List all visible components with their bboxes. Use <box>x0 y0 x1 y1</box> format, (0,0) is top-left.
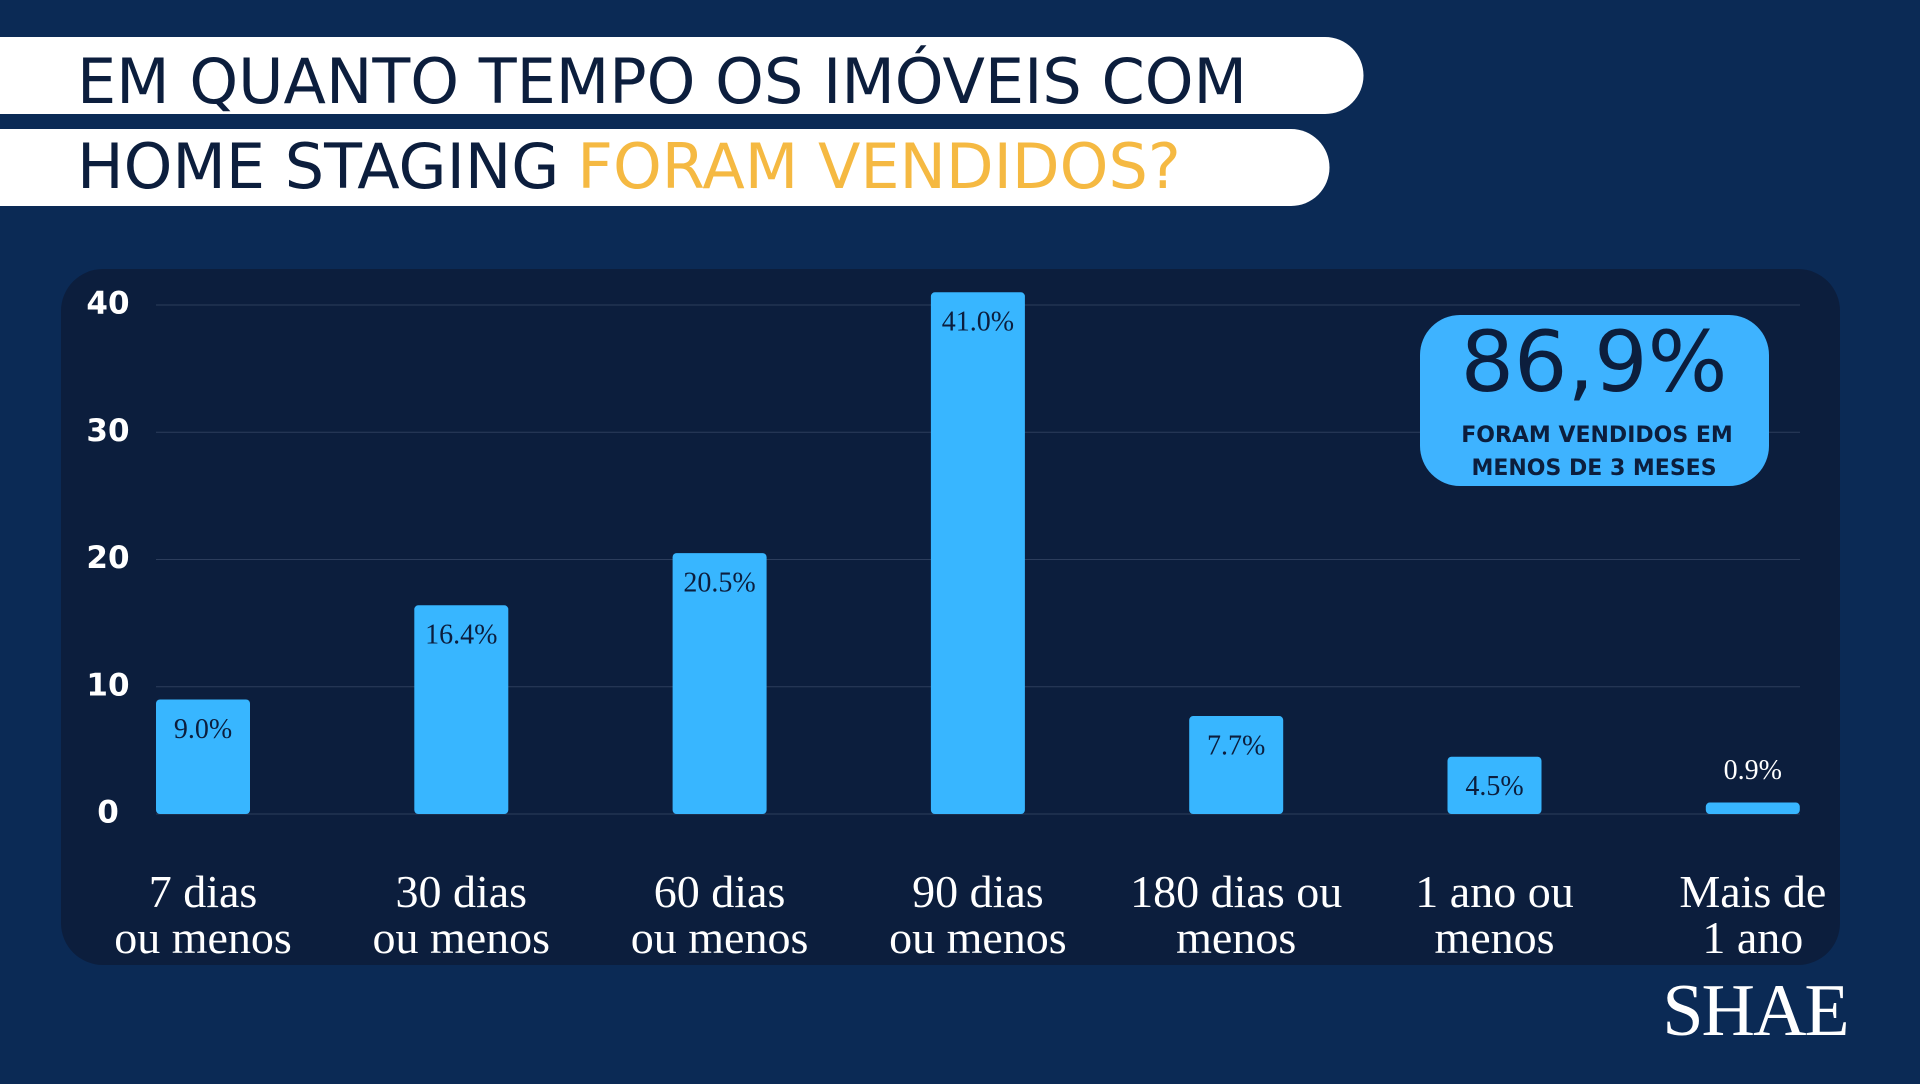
bar <box>1189 716 1284 814</box>
bar <box>414 605 509 814</box>
bar <box>156 699 250 814</box>
logo: SHAE <box>1662 970 1847 1052</box>
title: EM QUANTO TEMPO OS IMÓVEIS COM <box>77 45 1247 118</box>
x-tick-label: 90 dias ou menos <box>889 866 1067 963</box>
x-tick-label: 180 dias ou menos <box>1130 866 1342 963</box>
y-tick-label: 0 <box>97 795 119 831</box>
x-tick-label: Mais de 1 ano <box>1679 866 1826 963</box>
title-pill <box>0 37 1364 115</box>
x-tick-line: menos <box>1434 912 1554 963</box>
x-tick-line: ou menos <box>889 912 1067 963</box>
value-label: 0.9% <box>1724 755 1782 786</box>
x-tick-line: 30 dias <box>395 866 527 917</box>
callout-text: MENOS DE 3 MESES <box>1471 456 1716 481</box>
value-label: 7.7% <box>1207 730 1265 761</box>
x-tick-label: 7 dias ou menos <box>114 866 292 963</box>
y-tick-label: 30 <box>86 413 129 449</box>
x-tick-label: 30 dias ou menos <box>372 866 550 963</box>
callout-box <box>1420 315 1769 486</box>
title-part: HOME STAGING <box>77 130 559 203</box>
x-tick-line: 1 ano ou <box>1415 866 1573 917</box>
bar <box>1447 756 1542 814</box>
x-tick-line: ou menos <box>372 912 550 963</box>
x-tick-line: ou menos <box>114 912 292 963</box>
y-tick-label: 40 <box>86 286 129 322</box>
x-tick-line: 180 dias ou <box>1130 866 1342 917</box>
x-tick-line: 7 dias <box>149 866 258 917</box>
x-tick-line: ou menos <box>631 912 809 963</box>
x-tick-line: 1 ano <box>1702 912 1803 963</box>
callout-value: 86,9% <box>1461 313 1728 411</box>
value-label: 41.0% <box>942 307 1014 338</box>
x-tick-label: 60 dias ou menos <box>631 866 809 963</box>
x-tick-label: 1 ano ou menos <box>1415 866 1573 963</box>
callout-text: FORAM VENDIDOS EM <box>1461 423 1733 448</box>
value-label: 4.5% <box>1465 771 1523 802</box>
value-label: 20.5% <box>683 568 755 599</box>
title-pill <box>0 129 1330 206</box>
value-label: 16.4% <box>425 620 497 651</box>
title: HOME STAGING FORAM VENDIDOS? <box>77 130 1181 203</box>
value-label: 9.0% <box>174 714 232 745</box>
x-tick-line: 60 dias <box>654 866 786 917</box>
y-tick-label: 20 <box>86 540 129 576</box>
bar <box>672 553 767 814</box>
bar <box>930 292 1025 814</box>
x-tick-line: menos <box>1176 912 1296 963</box>
bar <box>1705 802 1800 814</box>
y-tick-label: 10 <box>86 667 129 703</box>
title-highlight: FORAM VENDIDOS? <box>577 130 1180 203</box>
x-tick-line: Mais de <box>1679 866 1826 917</box>
x-tick-line: 90 dias <box>912 866 1044 917</box>
